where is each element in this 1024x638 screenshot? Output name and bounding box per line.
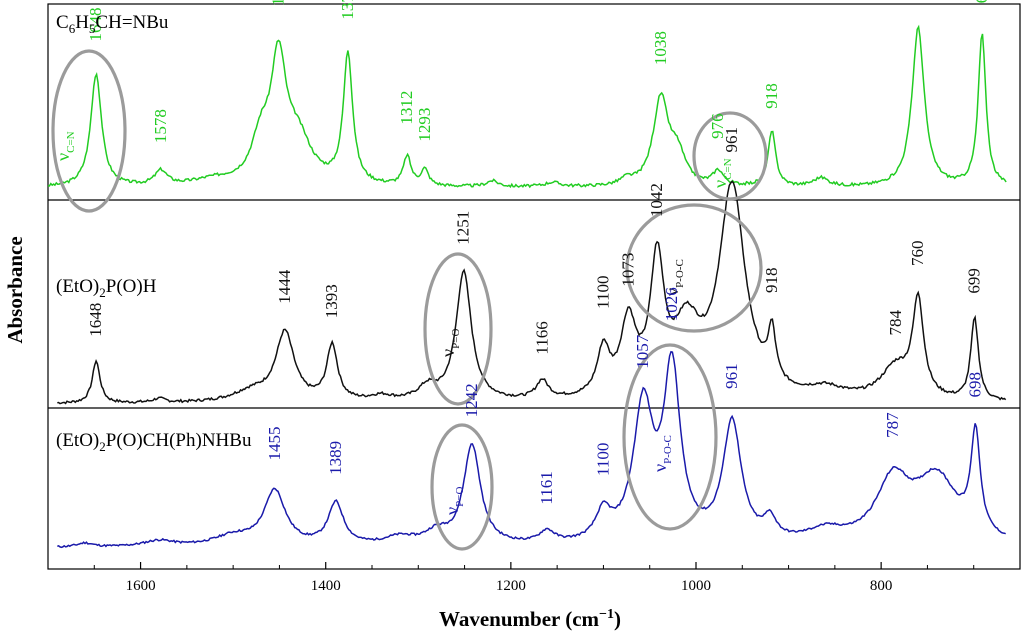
highlight-ellipse-1: [692, 111, 768, 201]
peak-label-aminophosphonate-698: 698: [966, 372, 985, 398]
peak-label-aminophosphonate-787: 787: [883, 412, 902, 438]
peak-label-imine-1451: 1451: [268, 0, 287, 6]
mode-label-aminophosphonate-1: νP-O-C: [650, 435, 674, 472]
plot-frame: [47, 3, 1021, 570]
mode-label-phosphite-0: νP=O: [438, 329, 462, 357]
peak-label-aminophosphonate-1389: 1389: [326, 441, 345, 475]
spectrum-curves: [47, 24, 1007, 549]
peak-label-aminophosphonate-1100: 1100: [593, 443, 612, 476]
peak-label-phosphite-1444: 1444: [275, 269, 294, 304]
x-tick-label-1000: 1000: [681, 578, 711, 594]
series-name-phosphite: (EtO)2P(O)H: [56, 276, 157, 300]
mode-label-imine-0: νC=N: [53, 131, 77, 161]
peak-label-phosphite-1042: 1042: [647, 183, 666, 217]
peak-label-phosphite-1251: 1251: [454, 211, 473, 245]
highlight-ellipse-4: [430, 423, 494, 551]
series-names: C6H5CH=NBu (EtO)2P(O)H (EtO)2P(O)CH(Ph)NHB…: [56, 12, 252, 454]
peak-label-imine-1312: 1312: [397, 91, 416, 125]
peak-label-phosphite-961: 961: [722, 127, 741, 153]
mode-label-aminophosphonate-0: νP=O: [442, 487, 466, 515]
peak-label-phosphite-1648: 1648: [86, 303, 105, 337]
x-tick-label-1200: 1200: [496, 578, 526, 594]
peak-label-imine-1376: 1376: [338, 0, 357, 20]
peak-label-phosphite-1166: 1166: [532, 321, 551, 354]
highlight-ellipse-0: [51, 49, 127, 213]
peak-label-imine-1293: 1293: [415, 108, 434, 142]
peak-label-phosphite-784: 784: [886, 309, 905, 335]
x-axis-ticks: 1600 1400 1200 1000 800: [93, 562, 975, 594]
x-axis-title: Wavenumber (cm−1): [439, 607, 621, 631]
peak-label-aminophosphonate-1455: 1455: [265, 427, 284, 461]
mode-label-imine-1: νC=N: [710, 158, 734, 188]
peak-label-phosphite-918: 918: [762, 267, 781, 293]
peak-label-aminophosphonate-1026: 1026: [662, 287, 681, 321]
peak-label-aminophosphonate-1057: 1057: [633, 334, 652, 369]
y-axis-title: Absorbance: [3, 236, 27, 343]
peak-label-phosphite-1393: 1393: [322, 284, 341, 318]
peak-label-phosphite-699: 699: [965, 268, 984, 294]
highlight-ellipse-2: [423, 252, 493, 406]
highlight-ellipse-5: [622, 343, 718, 531]
peak-label-imine-691: 691: [972, 0, 991, 3]
series-name-aminophosphonate: (EtO)2P(O)CH(Ph)NHBu: [56, 430, 252, 454]
peak-label-phosphite-760: 760: [908, 241, 927, 267]
peak-label-aminophosphonate-961: 961: [722, 363, 741, 389]
peak-label-imine-1038: 1038: [651, 31, 670, 65]
band-highlight-ellipses: [51, 49, 768, 551]
peak-label-imine-1648: 1648: [86, 7, 105, 41]
spectrum-line-aminophosphonate: [57, 350, 1006, 549]
x-tick-label-1600: 1600: [126, 578, 156, 594]
x-tick-label-800: 800: [870, 578, 893, 594]
peak-label-aminophosphonate-1161: 1161: [537, 471, 556, 504]
peak-label-imine-1578: 1578: [151, 109, 170, 143]
mode-label-phosphite-1: νP-O-C: [662, 259, 686, 296]
peak-label-imine-976: 976: [708, 113, 727, 139]
highlight-ellipse-3: [625, 203, 763, 333]
series-name-imine: C6H5CH=NBu: [56, 12, 169, 36]
peak-label-phosphite-1073: 1073: [618, 253, 637, 287]
spectrum-line-imine: [47, 24, 1007, 189]
peak-label-phosphite-1100: 1100: [593, 275, 612, 308]
x-tick-label-1400: 1400: [311, 578, 341, 594]
peak-label-aminophosphonate-1242: 1242: [462, 383, 481, 417]
peak-label-imine-918: 918: [762, 83, 781, 109]
spectrum-line-phosphite: [57, 180, 1007, 405]
